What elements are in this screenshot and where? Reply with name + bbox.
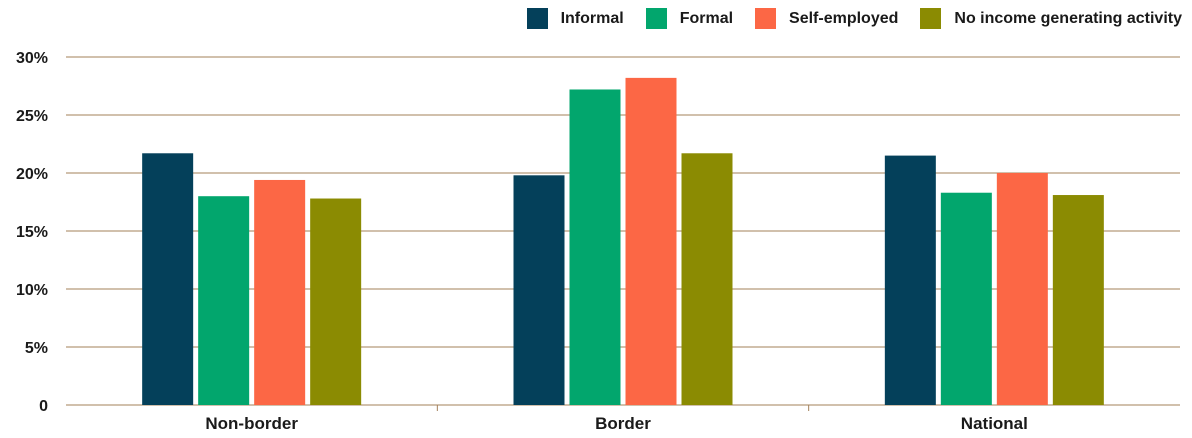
legend-label: No income generating activity	[954, 9, 1182, 27]
bar	[996, 173, 1048, 405]
bar	[142, 153, 194, 405]
y-tick-label: 0	[39, 398, 48, 415]
y-tick-label: 10%	[16, 282, 48, 299]
legend-label: Self-employed	[789, 9, 899, 27]
y-tick-label: 5%	[25, 340, 48, 357]
bar	[625, 77, 677, 405]
legend-item: Formal	[645, 8, 734, 29]
legend-label: Informal	[560, 9, 624, 27]
bar	[254, 179, 306, 405]
bar	[681, 153, 733, 405]
x-category-label: Border	[595, 414, 651, 433]
bar	[310, 198, 362, 405]
bar	[884, 155, 936, 405]
legend-swatch	[920, 8, 942, 29]
x-category-label: Non-border	[205, 414, 298, 433]
bar	[1052, 195, 1104, 405]
legend-item: Self-employed	[755, 8, 898, 29]
bar	[940, 192, 992, 405]
y-tick-label: 20%	[16, 166, 48, 183]
chart-legend: Informal Formal Self-employed No income gen…	[505, 8, 1182, 29]
legend-swatch	[645, 8, 667, 29]
legend-item: No income generating activity	[920, 8, 1182, 29]
bar	[569, 89, 621, 405]
y-tick-label: 15%	[16, 224, 48, 241]
bar	[513, 175, 565, 405]
legend-swatch	[755, 8, 777, 29]
y-tick-label: 25%	[16, 108, 48, 125]
y-tick-label: 30%	[16, 50, 48, 67]
legend-item: Informal	[526, 8, 624, 29]
x-category-label: National	[961, 414, 1028, 433]
bar	[198, 196, 250, 405]
legend-swatch	[526, 8, 548, 29]
legend-label: Formal	[679, 9, 734, 27]
